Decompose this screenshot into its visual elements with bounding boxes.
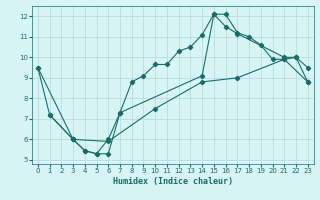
X-axis label: Humidex (Indice chaleur): Humidex (Indice chaleur)	[113, 177, 233, 186]
